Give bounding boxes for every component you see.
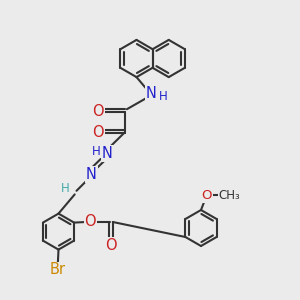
Text: N: N bbox=[86, 167, 97, 182]
Text: H: H bbox=[92, 145, 100, 158]
Text: H: H bbox=[61, 182, 70, 195]
Text: O: O bbox=[106, 238, 117, 253]
Text: O: O bbox=[93, 125, 104, 140]
Text: H: H bbox=[158, 90, 167, 103]
Text: N: N bbox=[102, 146, 113, 161]
Text: O: O bbox=[202, 189, 212, 202]
Text: CH₃: CH₃ bbox=[218, 189, 240, 202]
Text: N: N bbox=[146, 86, 157, 101]
Text: O: O bbox=[93, 104, 104, 119]
Text: O: O bbox=[85, 214, 96, 230]
Text: Br: Br bbox=[50, 262, 66, 278]
